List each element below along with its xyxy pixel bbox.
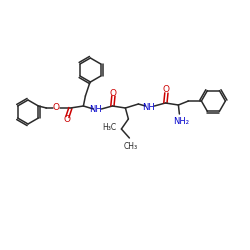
Text: NH: NH (142, 102, 155, 112)
Text: H₃C: H₃C (102, 122, 117, 132)
Text: NH: NH (89, 106, 102, 114)
Text: O: O (163, 86, 170, 94)
Text: O: O (64, 116, 71, 124)
Text: CH₃: CH₃ (123, 142, 138, 151)
Text: NH₂: NH₂ (174, 117, 190, 126)
Text: O: O (53, 104, 60, 112)
Text: O: O (110, 88, 117, 98)
